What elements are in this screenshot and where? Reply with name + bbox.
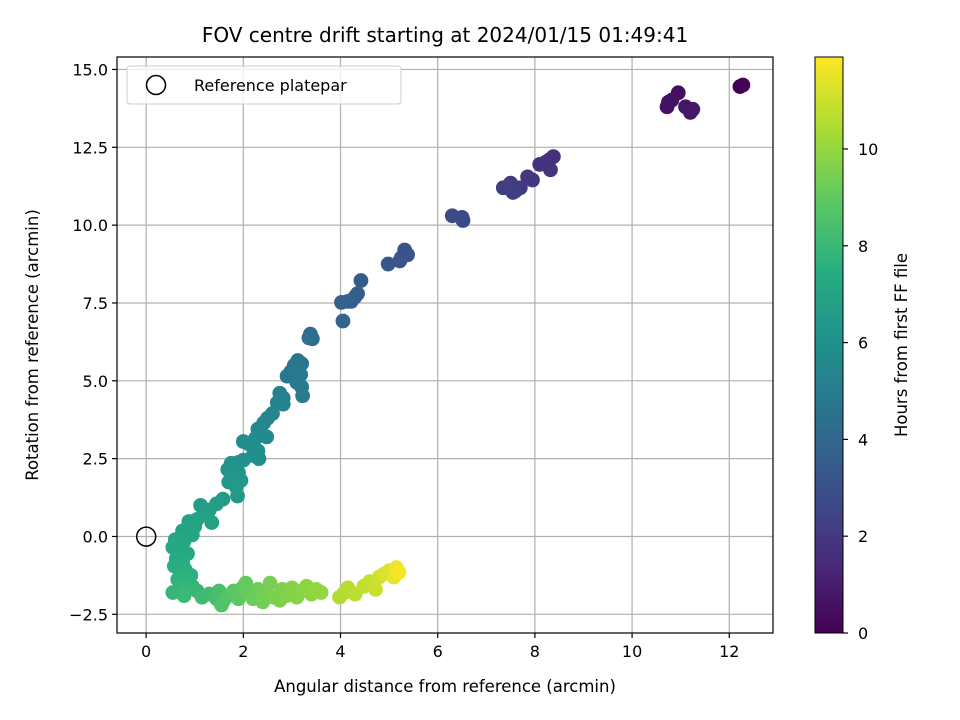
data-point <box>259 429 275 445</box>
y-tick-label: 5.0 <box>83 372 108 391</box>
y-tick-label: −2.5 <box>69 605 108 624</box>
y-axis: −2.5 0.0 2.5 5.0 7.5 10.0 12.5 15.0 <box>69 60 117 624</box>
data-point <box>685 101 701 117</box>
colorbar: 0 2 4 6 8 10 Hours from first FF file <box>814 56 911 643</box>
data-point <box>230 488 245 504</box>
data-point <box>391 564 407 580</box>
data-point <box>664 92 680 108</box>
data-point <box>735 77 751 93</box>
legend-box <box>126 65 402 105</box>
data-point <box>543 162 558 178</box>
legend: Reference platepar <box>126 65 402 105</box>
grid <box>117 57 773 633</box>
x-tick-label: 4 <box>335 642 345 661</box>
colorbar-tick-label: 8 <box>858 237 868 256</box>
chart-title: FOV centre drift starting at 2024/01/15 … <box>202 23 688 47</box>
colorbar-tick-label: 10 <box>858 140 878 159</box>
x-tick-label: 8 <box>530 642 540 661</box>
y-tick-label: 15.0 <box>72 60 108 79</box>
colorbar-ticks: 0 2 4 6 8 10 <box>843 140 878 643</box>
data-point <box>165 585 181 600</box>
colorbar-tick-label: 6 <box>858 334 868 353</box>
y-tick-label: 12.5 <box>72 138 108 157</box>
reference-platepar-marker <box>135 526 157 547</box>
x-tick-label: 0 <box>141 642 151 661</box>
data-point <box>380 256 396 272</box>
y-tick-label: 7.5 <box>83 294 108 313</box>
legend-marker <box>145 74 167 96</box>
plot-frame <box>116 56 774 634</box>
colorbar-tick-label: 0 <box>858 624 868 643</box>
colorbar-label: Hours from first FF file <box>892 253 911 437</box>
colorbar-tick-label: 2 <box>858 527 868 546</box>
data-point <box>520 169 536 185</box>
data-point <box>455 213 471 228</box>
legend-entry-reference-platepar: Reference platepar <box>194 76 347 95</box>
data-point <box>295 388 311 404</box>
x-tick-label: 2 <box>238 642 248 661</box>
data-point <box>334 294 349 310</box>
x-axis-label: Angular distance from reference (arcmin) <box>274 677 616 696</box>
data-point <box>262 575 278 591</box>
x-axis: 0 2 4 6 8 10 12 <box>141 633 739 661</box>
y-tick-label: 2.5 <box>83 450 108 469</box>
x-tick-label: 12 <box>719 642 739 661</box>
data-point <box>251 451 267 467</box>
y-tick-label: 10.0 <box>72 216 108 235</box>
scatter-points <box>165 77 751 613</box>
colorbar-tick-label: 4 <box>858 430 868 449</box>
data-point <box>335 313 351 329</box>
x-tick-label: 6 <box>433 642 443 661</box>
data-point <box>505 185 521 200</box>
data-point <box>176 588 192 604</box>
data-point <box>392 253 408 269</box>
colorbar-gradient <box>814 56 844 634</box>
data-point <box>301 330 317 346</box>
x-tick-label: 10 <box>622 642 642 661</box>
data-point <box>275 396 291 412</box>
data-point <box>353 273 369 288</box>
data-point <box>368 582 383 597</box>
y-axis-label: Rotation from reference (arcmin) <box>23 209 42 481</box>
data-point <box>313 585 329 600</box>
data-point <box>204 515 220 530</box>
y-tick-label: 0.0 <box>83 527 108 546</box>
